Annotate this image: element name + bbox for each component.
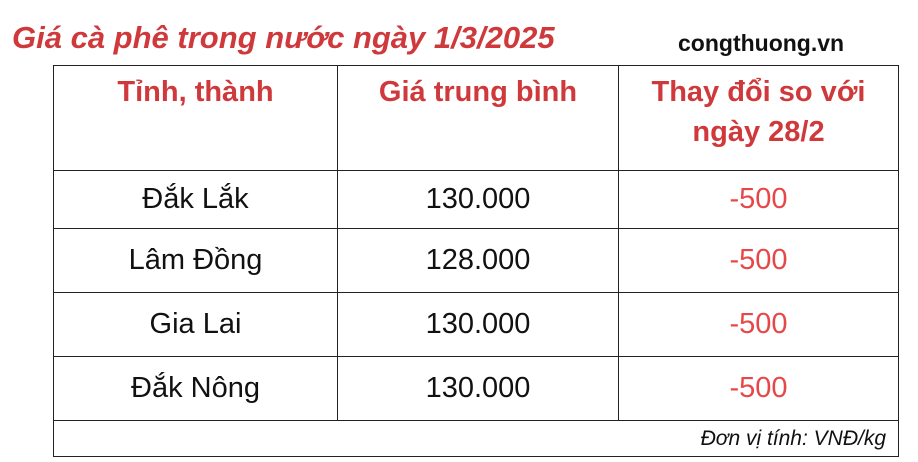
change-cell: -500 [618, 356, 899, 421]
change-cell: -500 [618, 170, 899, 229]
header-avg-price: Giá trung bình [337, 65, 619, 171]
province-cell: Lâm Đồng [53, 228, 338, 293]
change-cell: -500 [618, 228, 899, 293]
page-title: Giá cà phê trong nước ngày 1/3/2025 [12, 20, 555, 55]
price-cell: 130.000 [337, 356, 619, 421]
table-row: Đắk Nông 130.000 -500 [53, 356, 899, 421]
unit-note: Đơn vị tính: VNĐ/kg [53, 420, 899, 457]
change-cell: -500 [618, 292, 899, 357]
table-row: Gia Lai 130.000 -500 [53, 292, 899, 357]
header-province: Tỉnh, thành [53, 65, 338, 171]
table-header: Tỉnh, thành Giá trung bình Thay đổi so v… [53, 65, 899, 171]
header-change: Thay đổi so với ngày 28/2 [618, 65, 899, 171]
price-cell: 130.000 [337, 170, 619, 229]
province-cell: Đắk Nông [53, 356, 338, 421]
table-row: Đắk Lắk 130.000 -500 [53, 170, 899, 229]
source-label: congthuong.vn [678, 30, 845, 56]
price-cell: 128.000 [337, 228, 619, 293]
province-cell: Gia Lai [53, 292, 338, 357]
price-cell: 130.000 [337, 292, 619, 357]
price-table: Tỉnh, thành Giá trung bình Thay đổi so v… [53, 65, 899, 457]
table-row: Lâm Đồng 128.000 -500 [53, 228, 899, 293]
table-footer: Đơn vị tính: VNĐ/kg [53, 420, 899, 457]
province-cell: Đắk Lắk [53, 170, 338, 229]
